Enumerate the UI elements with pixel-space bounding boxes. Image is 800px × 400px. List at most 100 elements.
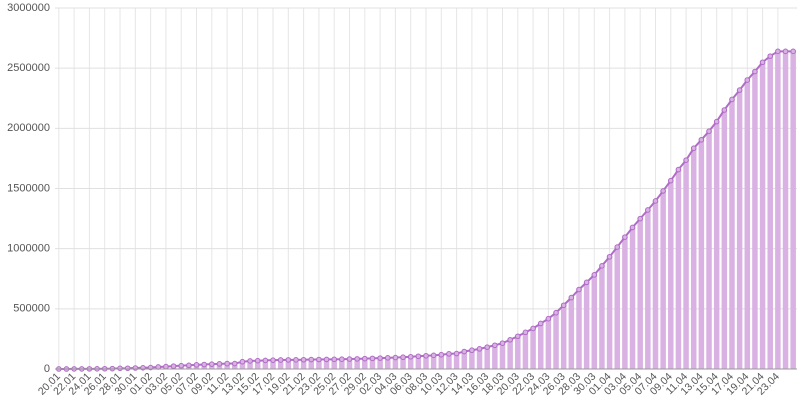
- bar: [668, 180, 674, 369]
- point: [545, 315, 552, 322]
- point: [790, 48, 796, 55]
- point: [514, 333, 521, 340]
- bar: [713, 121, 720, 369]
- bar: [606, 256, 613, 369]
- point: [362, 355, 368, 362]
- point: [186, 362, 192, 369]
- point: [591, 272, 598, 278]
- bar: [476, 348, 483, 369]
- bar: [599, 265, 605, 369]
- point: [377, 355, 383, 361]
- bar: [522, 332, 529, 369]
- bar: [706, 131, 712, 369]
- bar: [469, 350, 475, 369]
- point: [384, 355, 391, 361]
- bar: [553, 312, 559, 369]
- point: [698, 136, 705, 143]
- point: [560, 302, 567, 309]
- point: [537, 320, 544, 327]
- bar: [415, 356, 422, 369]
- point: [606, 253, 613, 260]
- point: [346, 356, 353, 362]
- point: [369, 355, 376, 362]
- bar: [698, 139, 705, 369]
- bar: [736, 90, 743, 370]
- point: [438, 351, 445, 358]
- point: [277, 357, 284, 363]
- point: [392, 354, 399, 361]
- point: [446, 351, 452, 357]
- point: [522, 329, 529, 336]
- bar: [453, 353, 460, 369]
- point: [293, 357, 299, 363]
- point: [499, 340, 506, 346]
- y-tick-label: 500000: [13, 303, 50, 315]
- point: [400, 354, 406, 361]
- point: [239, 358, 246, 365]
- point: [354, 356, 360, 362]
- bar: [430, 355, 437, 369]
- bar: [285, 359, 292, 369]
- point: [713, 118, 720, 125]
- point: [576, 286, 582, 293]
- bar: [576, 289, 582, 369]
- point: [652, 198, 659, 204]
- bar: [369, 358, 376, 369]
- point: [178, 362, 185, 369]
- bar: [614, 247, 620, 369]
- bar: [492, 345, 498, 369]
- bar: [591, 274, 598, 369]
- point: [308, 356, 315, 363]
- bar: [537, 323, 544, 369]
- y-tick-label: 3000000: [7, 2, 50, 14]
- point: [170, 363, 177, 369]
- bar: [339, 359, 345, 369]
- point: [752, 68, 758, 75]
- point: [484, 344, 490, 350]
- bar: [752, 71, 758, 370]
- point: [553, 309, 559, 316]
- bar: [262, 360, 269, 369]
- point: [706, 128, 712, 134]
- bar: [759, 62, 766, 370]
- point: [759, 59, 766, 66]
- point: [782, 48, 789, 55]
- point: [622, 234, 628, 240]
- bar: [308, 359, 315, 369]
- bar: [346, 359, 353, 369]
- bar: [400, 357, 406, 369]
- bar: [507, 339, 513, 369]
- bar: [270, 360, 276, 369]
- point: [407, 353, 414, 360]
- bar: [461, 351, 468, 369]
- bar: [392, 357, 399, 369]
- bar: [254, 360, 261, 369]
- point: [339, 356, 345, 363]
- point: [775, 48, 781, 55]
- point: [300, 356, 307, 363]
- point: [599, 263, 605, 269]
- point: [323, 356, 330, 363]
- point: [744, 77, 751, 83]
- point: [660, 188, 666, 194]
- bar: [331, 359, 337, 369]
- point: [216, 361, 223, 367]
- bar: [499, 343, 506, 369]
- point: [476, 346, 483, 352]
- bar: [622, 237, 628, 369]
- point: [262, 357, 269, 364]
- bar: [675, 169, 682, 369]
- point: [316, 356, 322, 363]
- bar: [729, 99, 735, 369]
- bar: [568, 297, 575, 369]
- point: [507, 337, 513, 343]
- point: [683, 157, 689, 163]
- point: [163, 363, 169, 370]
- point: [117, 365, 123, 372]
- y-tick-label: 1000000: [7, 243, 50, 255]
- point: [201, 361, 207, 368]
- bar: [744, 80, 751, 369]
- point: [583, 279, 590, 286]
